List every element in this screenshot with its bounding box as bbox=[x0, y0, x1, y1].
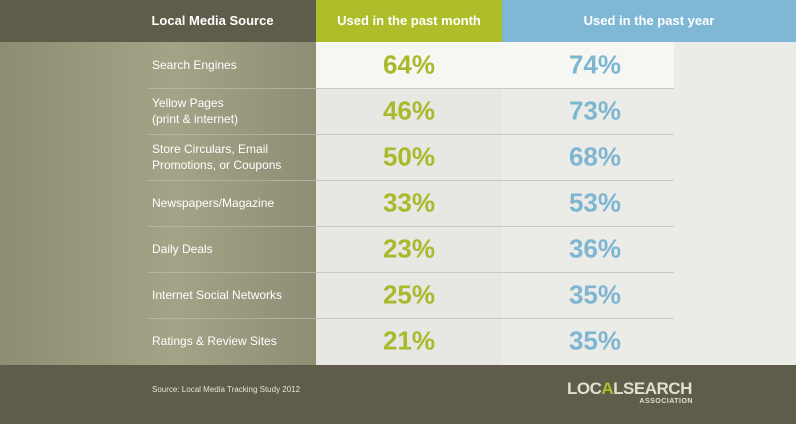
table-row: Store Circulars, Email Promotions, or Co… bbox=[0, 134, 796, 180]
row-label: Newspapers/Magazine bbox=[152, 196, 275, 210]
value-past-year: 68% bbox=[568, 141, 622, 172]
value-past-month: 64% bbox=[382, 49, 436, 80]
row-divider bbox=[147, 134, 674, 135]
row-divider bbox=[147, 272, 674, 273]
row-label: Store Circulars, Email Promotions, or Co… bbox=[152, 142, 282, 172]
value-past-month: 50% bbox=[382, 141, 436, 172]
year-column-bg bbox=[502, 42, 796, 365]
table-row: Newspapers/Magazine 33% 53% bbox=[0, 180, 796, 226]
label-panel bbox=[0, 42, 316, 365]
row-label: Internet Social Networks bbox=[152, 288, 283, 302]
value-past-month: 46% bbox=[382, 95, 436, 126]
value-past-month: 23% bbox=[382, 233, 436, 264]
row-divider bbox=[147, 180, 674, 181]
table-row: Ratings & Review Sites 21% 35% bbox=[0, 318, 796, 364]
value-past-month: 21% bbox=[382, 325, 436, 356]
row-label: Yellow Pages (print & internet) bbox=[152, 96, 239, 126]
header-past-month: Used in the past month bbox=[316, 0, 502, 42]
row-divider bbox=[147, 88, 674, 89]
footer: Source: Local Media Tracking Study 2012 … bbox=[0, 365, 796, 424]
local-search-association-logo: LOCALSEARCH ASSOCIATION bbox=[567, 379, 697, 413]
table-header: Local Media Source Used in the past mont… bbox=[0, 0, 796, 42]
header-past-year-label: Used in the past year bbox=[583, 13, 715, 28]
row-label: Search Engines bbox=[152, 58, 237, 72]
value-past-year: 35% bbox=[568, 279, 622, 310]
table-body: Search Engines 64% 74% Yellow Pages (print … bbox=[0, 42, 796, 365]
highlight-row-bg bbox=[316, 42, 674, 88]
value-past-month: 33% bbox=[382, 187, 436, 218]
month-column-bg bbox=[316, 42, 502, 365]
logo-subtext: ASSOCIATION bbox=[639, 398, 693, 405]
value-past-year: 74% bbox=[568, 49, 622, 80]
row-label: Ratings & Review Sites bbox=[152, 334, 277, 348]
value-past-year: 53% bbox=[568, 187, 622, 218]
value-past-month: 25% bbox=[382, 279, 436, 310]
value-past-year: 73% bbox=[568, 95, 622, 126]
value-past-year: 35% bbox=[568, 325, 622, 356]
logo-text: LOCALSEARCH bbox=[567, 379, 692, 398]
table-row: Search Engines 64% 74% bbox=[0, 42, 796, 88]
row-divider bbox=[147, 318, 674, 319]
table-row: Internet Social Networks 25% 35% bbox=[0, 272, 796, 318]
row-divider bbox=[147, 226, 674, 227]
header-source: Local Media Source bbox=[151, 13, 274, 28]
source-note: Source: Local Media Tracking Study 2012 bbox=[152, 385, 301, 394]
row-label: Daily Deals bbox=[152, 242, 213, 256]
table-row: Daily Deals 23% 36% bbox=[0, 226, 796, 272]
value-past-year: 36% bbox=[568, 233, 622, 264]
header-past-year: Used in the past year bbox=[502, 0, 796, 42]
table-row: Yellow Pages (print & internet) 46% 73% bbox=[0, 88, 796, 134]
